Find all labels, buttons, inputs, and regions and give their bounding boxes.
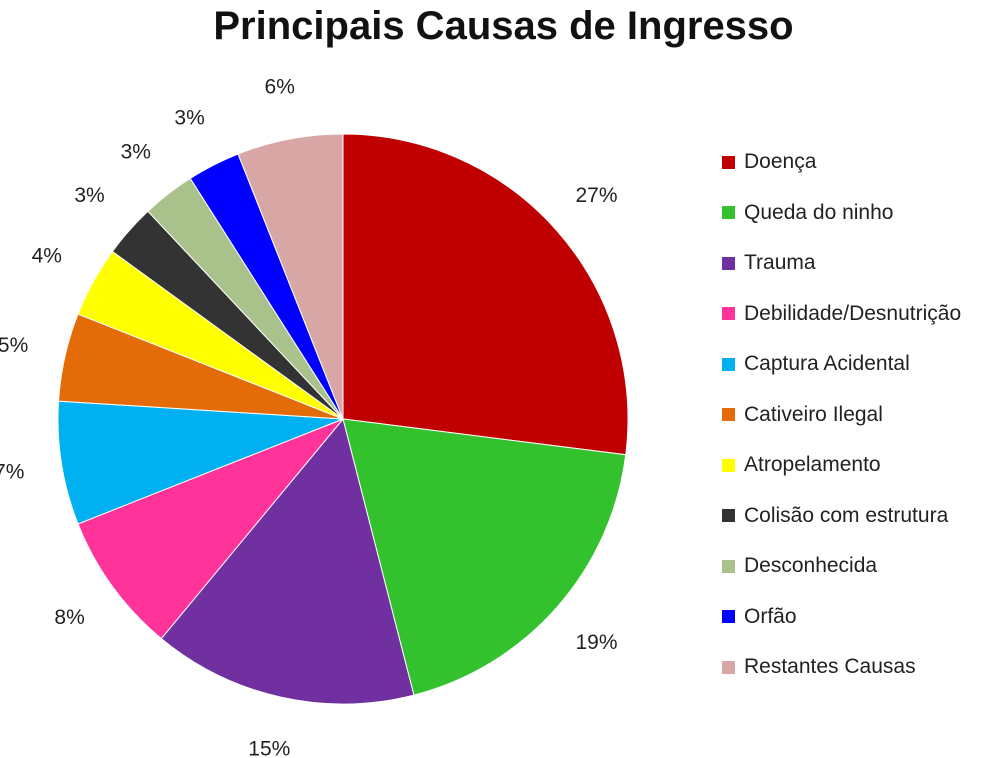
legend-swatch [722,660,735,674]
pie-slice-4 [57,400,344,525]
slice-label-0: 27% [575,184,617,207]
legend-label: Orfão [744,604,797,628]
slice-label-3: 8% [54,606,84,629]
legend-item: Restantes Causas [722,642,961,693]
legend-swatch [722,610,735,624]
pie-slice-1 [342,418,627,696]
legend-item: Orfão [722,592,961,643]
legend-swatch [722,357,735,371]
legend-swatch [722,256,735,270]
legend-label: Trauma [744,251,816,275]
slice-label-1: 19% [575,631,617,654]
pie-slice-0 [342,133,629,456]
slice-label-5: 5% [0,334,28,357]
slice-label-2: 15% [248,737,290,758]
legend: Doença Queda do ninho Trauma Debilidade/Des… [722,137,961,693]
pie-slice-2 [160,417,415,705]
legend-item: Captura Acidental [722,339,961,390]
legend-item: Desconhecida [722,541,961,592]
slice-label-8: 3% [121,140,151,163]
legend-swatch [722,559,735,573]
legend-swatch [722,458,735,472]
legend-item: Atropelamento [722,440,961,491]
legend-swatch [722,206,735,220]
legend-item: Queda do ninho [722,188,961,239]
legend-label: Desconhecida [744,554,878,578]
legend-item: Colisão com estrutura [722,491,961,542]
slice-label-4: 7% [0,460,24,483]
pie-slice-10 [237,133,344,420]
legend-swatch [722,509,735,523]
legend-label: Atropelamento [744,453,881,477]
pie-slice-3 [77,418,344,640]
legend-swatch [722,155,735,169]
legend-label: Debilidade/Desnutrição [744,301,962,325]
legend-label: Captura Acidental [744,352,910,376]
legend-item: Doença [722,137,961,188]
chart-title: Principais Causas de Ingresso [213,4,794,48]
slice-label-6: 4% [32,245,62,268]
legend-label: Colisão com estrutura [744,503,949,527]
legend-item: Trauma [722,238,961,289]
slice-label-9: 3% [174,106,204,129]
legend-item: Debilidade/Desnutrição [722,289,961,340]
slice-label-10: 6% [265,76,295,99]
legend-swatch [722,307,735,321]
legend-label: Restantes Causas [744,655,916,679]
legend-item: Cativeiro Ilegal [722,390,961,441]
legend-swatch [722,408,735,422]
legend-label: Queda do ninho [744,200,894,224]
slice-label-7: 3% [74,184,104,207]
legend-label: Cativeiro Ilegal [744,402,883,426]
legend-label: Doença [744,150,817,174]
